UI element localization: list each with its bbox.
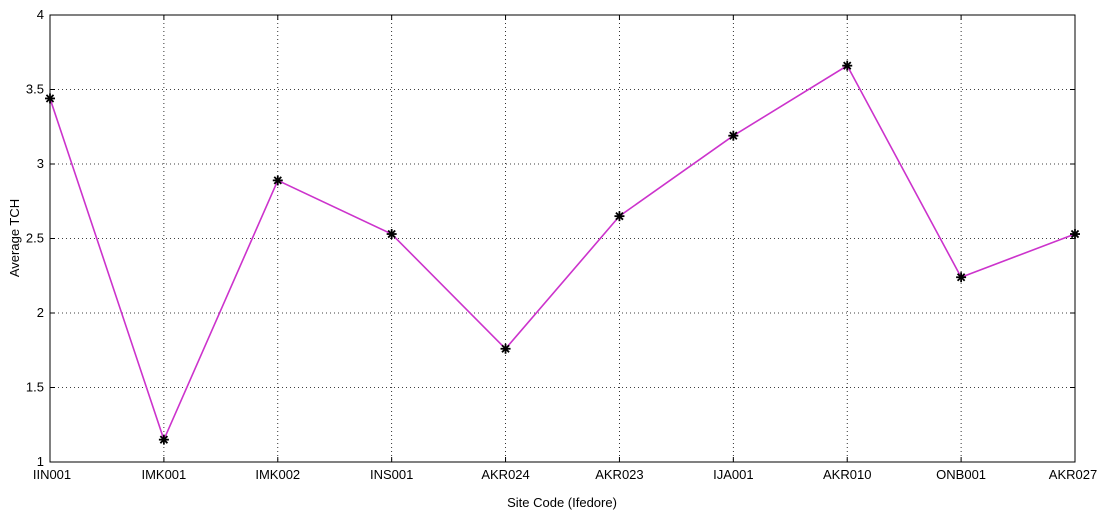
marker-stroke xyxy=(159,435,169,444)
marker-stroke xyxy=(45,94,55,103)
x-tick-label: ONB001 xyxy=(936,467,986,482)
y-tick-label: 3 xyxy=(37,156,44,171)
y-axis-label: Average TCH xyxy=(7,199,22,277)
marker-stroke xyxy=(956,273,966,282)
data-point-marker xyxy=(386,229,397,240)
x-tick-label: INS001 xyxy=(370,467,413,482)
x-tick-label: AKR023 xyxy=(595,467,643,482)
marker-stroke xyxy=(1070,229,1080,239)
x-tick-labels: IIN001 IMK001 IMK002 INS001 AKR024 AKR023 IJA0… xyxy=(33,467,1097,482)
x-tick-label: AKR024 xyxy=(481,467,529,482)
x-tick-label: IIN001 xyxy=(33,467,71,482)
x-tick-label: IMK001 xyxy=(141,467,186,482)
x-tick-label: IMK002 xyxy=(255,467,300,482)
data-point-marker xyxy=(272,175,283,186)
x-axis-label: Site Code (Ifedore) xyxy=(507,495,617,510)
data-series xyxy=(45,60,1080,445)
x-tick-label: IJA001 xyxy=(713,467,753,482)
x-tick-label: AKR027 xyxy=(1049,467,1097,482)
y-tick-label: 2 xyxy=(37,305,44,320)
y-tick-label: 2.5 xyxy=(26,231,44,246)
data-point-marker xyxy=(842,60,853,71)
data-point-marker xyxy=(1070,229,1080,240)
data-point-marker xyxy=(158,434,169,445)
marker-stroke xyxy=(501,344,510,353)
grid xyxy=(50,15,1075,462)
data-point-marker xyxy=(956,272,967,283)
y-tick-label: 1.5 xyxy=(26,380,44,395)
data-point-marker xyxy=(614,211,625,222)
y-tick-label: 3.5 xyxy=(26,82,44,97)
axis-ticks xyxy=(49,14,1076,463)
marker-stroke xyxy=(387,229,396,239)
marker-stroke xyxy=(615,211,624,221)
marker-stroke xyxy=(843,61,852,70)
y-tick-labels: 1 1.5 2 2.5 3 3.5 4 xyxy=(26,7,44,469)
marker-stroke xyxy=(729,131,738,140)
y-tick-label: 1 xyxy=(37,454,44,469)
marker-stroke xyxy=(273,176,282,185)
data-point-marker xyxy=(45,93,55,104)
series-line xyxy=(49,64,1076,442)
x-tick-label: AKR010 xyxy=(823,467,871,482)
data-point-marker xyxy=(500,343,511,354)
y-tick-label: 4 xyxy=(37,7,44,22)
data-point-marker xyxy=(728,130,739,141)
